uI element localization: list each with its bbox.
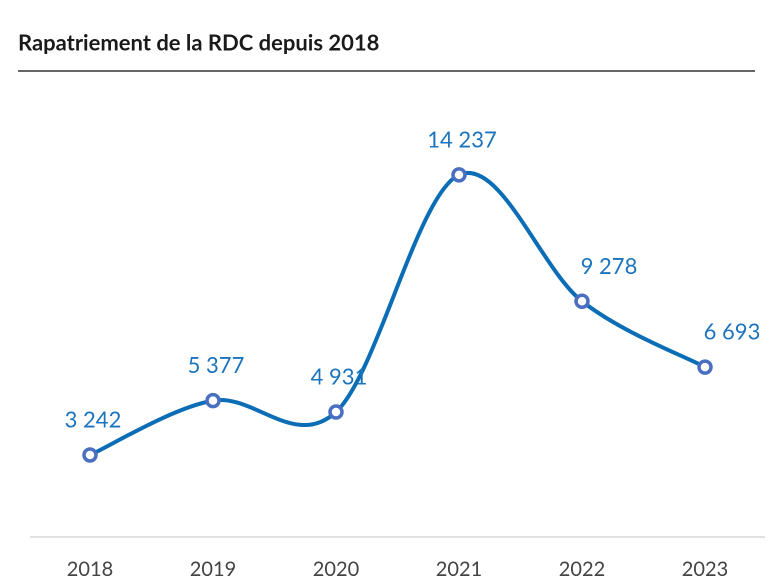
value-label: 3 242 — [65, 406, 122, 433]
x-tick-label: 2018 — [67, 557, 113, 581]
marker — [574, 293, 590, 309]
marker — [328, 404, 344, 420]
marker — [451, 167, 467, 183]
chart-title: Rapatriement de la RDC depuis 2018 — [18, 29, 379, 56]
marker — [82, 447, 98, 463]
value-label: 4 931 — [311, 363, 368, 390]
marker — [697, 359, 713, 375]
value-label: 6 693 — [704, 318, 761, 345]
x-tick-label: 2021 — [436, 557, 482, 581]
value-label: 14 237 — [427, 125, 496, 152]
x-tick-label: 2023 — [682, 557, 728, 581]
line — [88, 170, 707, 458]
x-tick-label: 2022 — [559, 557, 605, 581]
value-label: 9 278 — [581, 252, 638, 279]
marker — [205, 392, 221, 409]
value-label: 5 377 — [188, 351, 245, 378]
x-tick-label: 2020 — [313, 557, 359, 581]
x-tick-label: 2019 — [190, 557, 236, 581]
